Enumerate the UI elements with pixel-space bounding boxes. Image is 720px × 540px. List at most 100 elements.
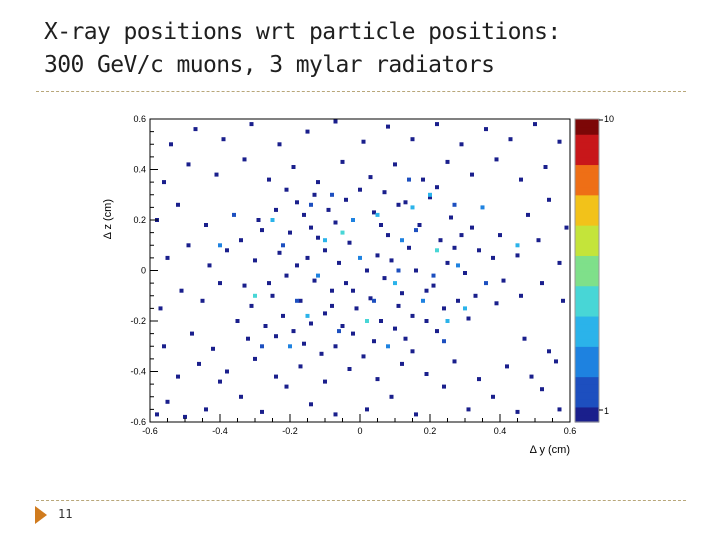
data-point — [344, 197, 348, 202]
data-point — [445, 319, 450, 323]
data-point — [365, 407, 369, 412]
data-point — [438, 238, 443, 243]
data-point — [456, 298, 460, 303]
data-point — [309, 202, 313, 207]
data-point — [547, 349, 551, 354]
data-point — [379, 319, 383, 323]
colorbar-segment — [575, 346, 599, 355]
data-point — [214, 172, 219, 177]
colorbar-frame — [574, 118, 600, 423]
data-point — [424, 372, 429, 376]
data-point — [169, 142, 173, 147]
data-point — [407, 177, 411, 182]
data-point — [309, 225, 313, 230]
data-point — [267, 281, 271, 286]
colorbar-segment — [575, 194, 599, 203]
data-point — [263, 324, 268, 328]
x-tick-label: -0.4 — [212, 426, 228, 436]
data-point — [519, 177, 523, 182]
data-point — [424, 288, 429, 293]
data-point — [274, 207, 278, 212]
colorbar-segment — [575, 187, 599, 196]
data-point — [165, 255, 170, 260]
colorbar-segment — [575, 361, 599, 370]
data-point — [319, 351, 324, 356]
data-point — [309, 402, 313, 407]
data-point — [459, 142, 464, 147]
data-point — [347, 367, 352, 371]
data-point — [417, 223, 422, 227]
data-point — [249, 303, 254, 308]
data-point — [267, 177, 271, 182]
data-point — [207, 263, 212, 268]
data-point — [221, 137, 226, 142]
data-point — [410, 349, 415, 354]
data-point — [368, 175, 373, 180]
data-point — [414, 412, 418, 417]
colorbar-segment — [575, 247, 599, 256]
data-point — [256, 218, 261, 222]
data-point — [179, 288, 184, 293]
colorbar-segment — [575, 119, 599, 128]
data-point — [260, 409, 264, 414]
data-point — [277, 250, 282, 255]
data-point — [351, 218, 355, 222]
colorbar-segment — [575, 262, 599, 272]
data-point — [403, 336, 408, 341]
data-point — [281, 243, 285, 248]
scatter-heatmap-chart: -0.6 -0.4 -0.2 0 0.2 0.4 0.6 -0.6 -0.4 -0.2 0 0.2 0… — [102, 114, 614, 456]
data-point — [260, 228, 264, 233]
colorbar-segment — [575, 225, 599, 234]
data-point — [470, 172, 474, 177]
data-point — [561, 298, 565, 303]
data-point — [379, 223, 383, 227]
data-point — [218, 243, 222, 248]
data-point — [361, 354, 366, 359]
data-point — [491, 394, 495, 399]
data-point — [557, 407, 562, 412]
colorbar-segment — [575, 270, 599, 279]
colorbar-segment — [575, 149, 599, 158]
y-tick-label: -0.6 — [130, 417, 146, 427]
colorbar-segment — [575, 391, 599, 400]
data-point — [204, 223, 208, 227]
data-point — [298, 298, 303, 303]
colorbar-segment — [575, 293, 599, 302]
data-point — [260, 344, 264, 349]
data-point — [239, 238, 243, 243]
data-point — [249, 122, 254, 127]
data-point — [372, 339, 376, 344]
data-point — [372, 210, 376, 215]
data-point — [410, 137, 415, 142]
data-point — [323, 238, 327, 243]
data-point — [158, 306, 163, 311]
colorbar-segment — [575, 376, 599, 385]
y-tick-label: -0.2 — [130, 316, 146, 326]
data-point — [459, 233, 464, 238]
data-point — [277, 142, 282, 147]
data-point — [501, 278, 506, 283]
data-point — [557, 139, 562, 144]
data-point — [403, 200, 408, 205]
colorbar-segment — [575, 202, 599, 211]
data-point — [396, 268, 401, 273]
data-point — [477, 248, 481, 253]
data-point — [347, 240, 352, 245]
x-tick-label: -0.6 — [142, 426, 158, 436]
colorbar-segment — [575, 406, 599, 416]
data-point — [200, 298, 205, 303]
data-point — [540, 281, 544, 286]
colorbar-segment — [575, 308, 599, 317]
data-point — [428, 192, 432, 197]
data-point — [470, 225, 474, 230]
data-point — [232, 212, 236, 217]
data-point — [326, 207, 331, 212]
data-point — [410, 313, 415, 318]
data-point — [533, 122, 537, 127]
data-point — [386, 344, 390, 349]
page-number: 11 — [58, 507, 73, 521]
data-point — [431, 283, 436, 288]
x-tick-label: 0 — [357, 426, 362, 436]
data-point — [225, 248, 229, 253]
data-point — [316, 180, 320, 185]
